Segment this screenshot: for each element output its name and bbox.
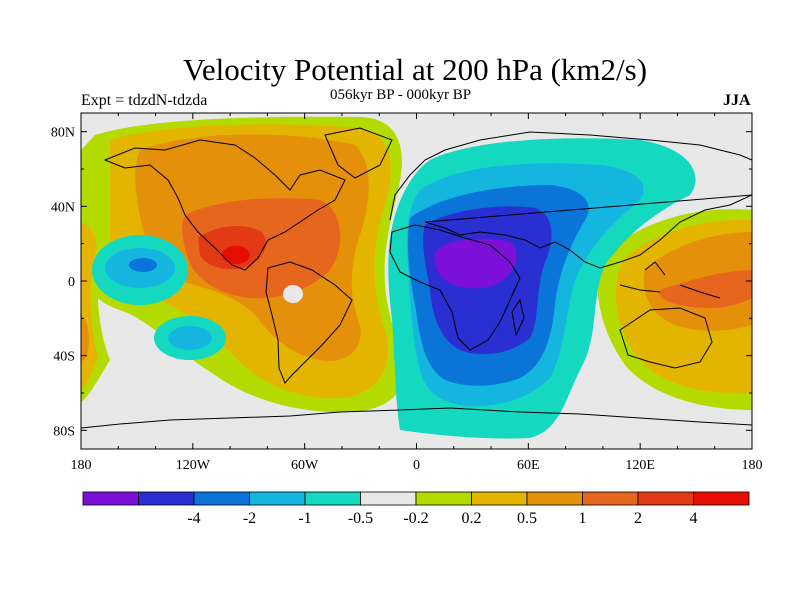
colorbar-swatch — [304, 491, 361, 506]
lat-tick-label: 80S — [53, 424, 75, 439]
colorbar: -4 -2 -1 -0.5 -0.2 0.2 0.5 1 2 4 — [82, 491, 750, 527]
lon-tick-label: 120W — [176, 458, 211, 473]
coast-antarctica — [81, 407, 752, 429]
map-panel — [81, 113, 752, 449]
map-subtitle: 056kyr BP - 000kyr BP — [330, 87, 472, 103]
colorbar-label: 0.2 — [462, 510, 482, 527]
lat-tick-label: 40N — [51, 200, 75, 215]
contour-neg-africa-core — [434, 238, 517, 289]
colorbar-swatch — [471, 491, 528, 506]
lon-tick-label: 180 — [71, 458, 92, 473]
coast-north-america — [103, 139, 346, 271]
contour-neg-pacific-n-l3 — [129, 258, 157, 272]
colorbar-label: -2 — [243, 510, 256, 527]
season-label: JJA — [723, 92, 751, 109]
lon-tick-label: 120E — [625, 458, 655, 473]
coast-madagascar — [511, 298, 525, 337]
coast-africa — [389, 224, 521, 351]
colorbar-swatch — [360, 491, 417, 506]
contour-neg-pacific-s-l2 — [168, 326, 212, 350]
coastlines — [81, 127, 752, 429]
colorbar-label: -4 — [187, 510, 200, 527]
coast-eurasia — [389, 131, 752, 269]
colorbar-label: -1 — [298, 510, 311, 527]
colorbar-swatch — [637, 491, 694, 506]
colorbar-swatch — [249, 491, 306, 506]
colorbar-label: 0.5 — [517, 510, 537, 527]
contour-pos-dateline-l3 — [81, 315, 89, 362]
map-title: Velocity Potential at 200 hPa (km2/s) — [182, 52, 648, 87]
colorbar-swatch — [693, 491, 750, 506]
colorbar-label: 4 — [690, 510, 698, 527]
colorbar-label: -0.2 — [403, 510, 428, 527]
colorbar-label: 2 — [634, 510, 642, 527]
contour-pos-wpac-l4 — [659, 270, 752, 308]
coast-maritime — [619, 261, 721, 299]
lon-tick-label: 0 — [413, 458, 420, 473]
coast-australia — [619, 307, 713, 369]
colorbar-swatch — [82, 491, 139, 506]
experiment-label: Expt = tdzdN-tdzda — [81, 92, 208, 109]
colorbar-swatch — [526, 491, 583, 506]
contour-pos-americas-core — [222, 246, 250, 264]
coast-greenland — [324, 127, 393, 179]
axis-ticks — [80, 113, 753, 449]
axis-tick-labels: 180 120W 60W 0 60E 120E 180 80N 40N 0 40S 80S — [51, 126, 763, 473]
lat-tick-label: 80N — [51, 126, 75, 141]
lon-tick-label: 180 — [742, 458, 763, 473]
contour-neutral-hole — [283, 285, 303, 303]
lat-tick-label: 40S — [53, 350, 75, 365]
lon-tick-label: 60W — [291, 458, 319, 473]
colorbar-swatch — [582, 491, 639, 506]
colorbar-label: 1 — [579, 510, 587, 527]
lat-tick-label: 0 — [68, 275, 75, 290]
colorbar-swatch — [138, 491, 195, 506]
coast-south-america — [265, 261, 353, 384]
lon-tick-label: 60E — [517, 458, 540, 473]
colorbar-label: -0.5 — [348, 510, 373, 527]
colorbar-swatch — [415, 491, 472, 506]
colorbar-swatch — [193, 491, 250, 506]
